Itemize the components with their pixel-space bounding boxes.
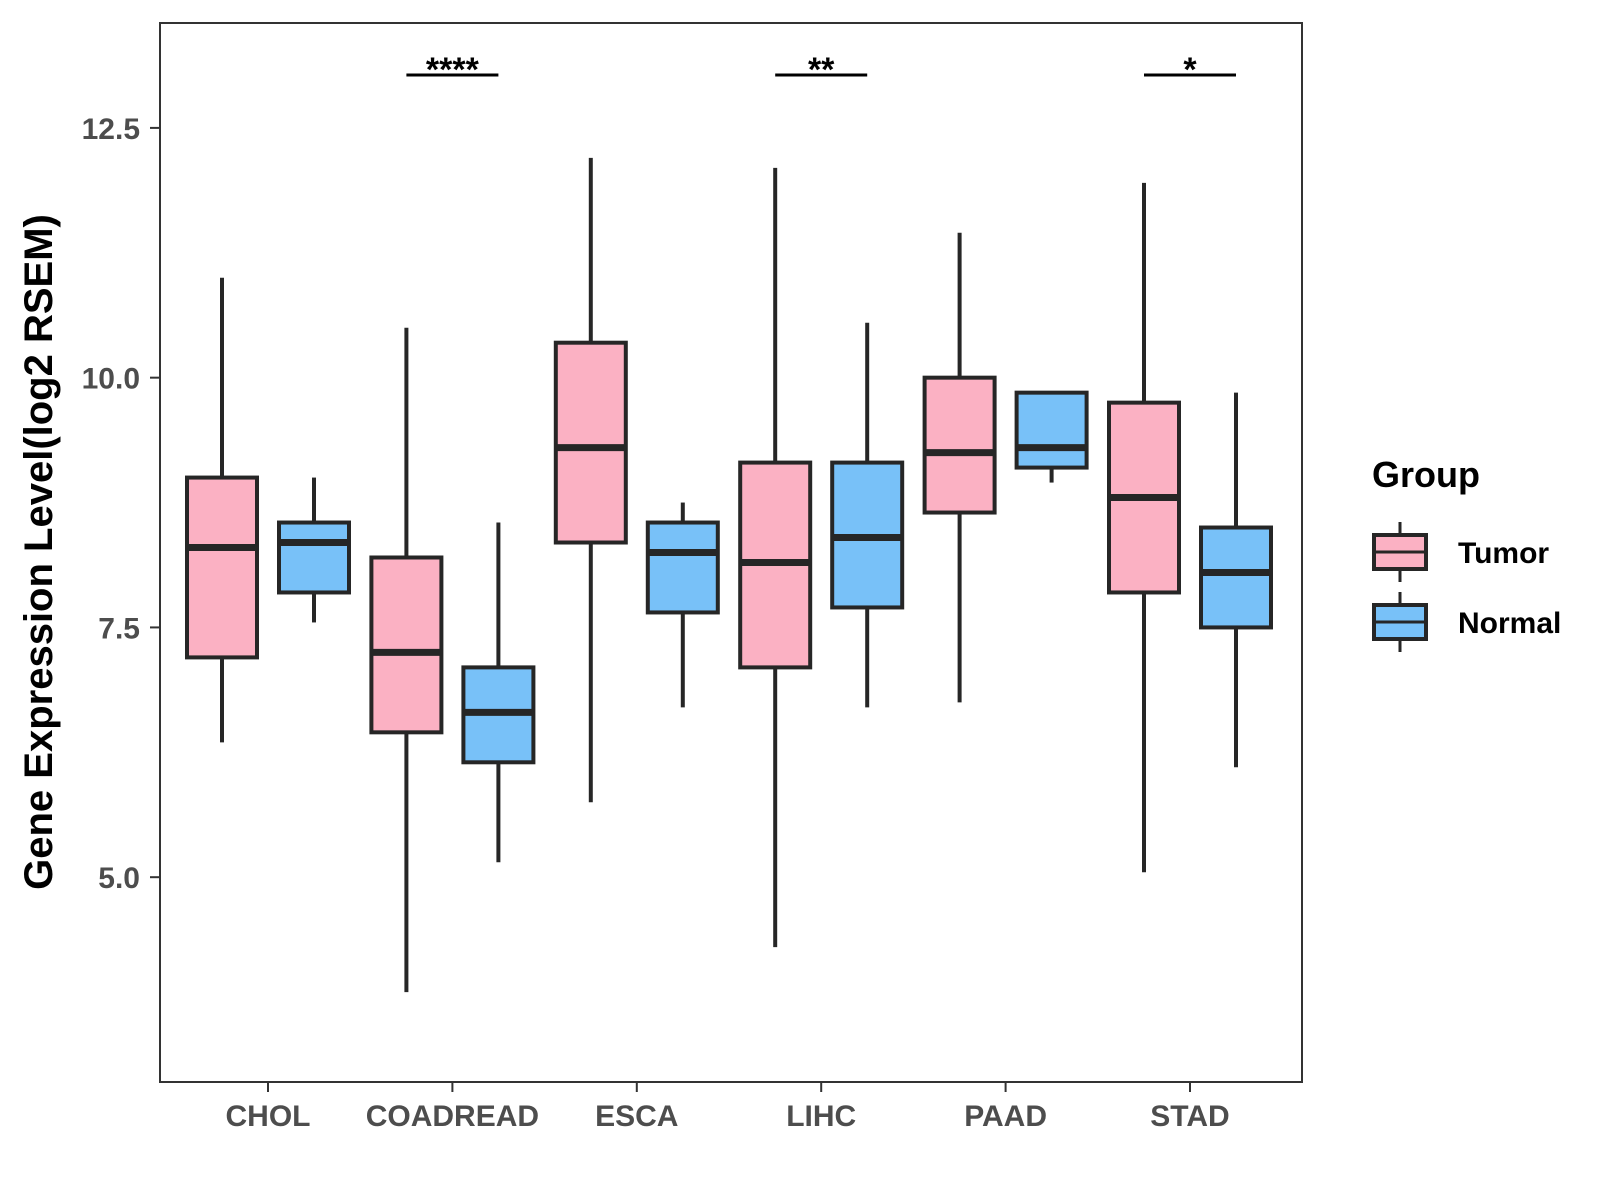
box-tumor-esca (553, 340, 628, 545)
y-tick-label: 5.0 (98, 862, 140, 895)
x-tick-label: ESCA (595, 1100, 678, 1133)
x-tick-label: CHOL (226, 1100, 311, 1133)
significance-label-lihc: ** (808, 51, 835, 89)
box-normal-esca (645, 520, 720, 615)
box-tumor-chol (185, 475, 259, 660)
x-tick-label: LIHC (786, 1100, 856, 1133)
y-tick-label: 7.5 (98, 612, 140, 645)
box-tumor-coadread (369, 555, 444, 735)
box-normal-paad (1014, 390, 1089, 470)
legend-title: Group (1372, 454, 1480, 495)
y-tick-label: 12.5 (82, 113, 140, 146)
x-tick-label: COADREAD (366, 1100, 539, 1133)
plot-panel-border (159, 22, 1303, 1083)
significance-label-coadread: **** (426, 51, 480, 89)
box-tumor-paad (922, 375, 997, 515)
y-axis-title: Gene Expression Level(log2 RSEM) (17, 214, 61, 890)
x-tick-label: STAD (1150, 1100, 1229, 1133)
box-normal-chol (277, 520, 351, 595)
y-tick-label: 10.0 (82, 363, 140, 396)
box-normal-stad (1199, 525, 1273, 630)
legend-label-tumor: Tumor (1458, 537, 1549, 570)
x-tick-label: PAAD (964, 1100, 1047, 1133)
significance-label-stad: * (1183, 51, 1197, 89)
legend-label-normal: Normal (1458, 607, 1561, 640)
